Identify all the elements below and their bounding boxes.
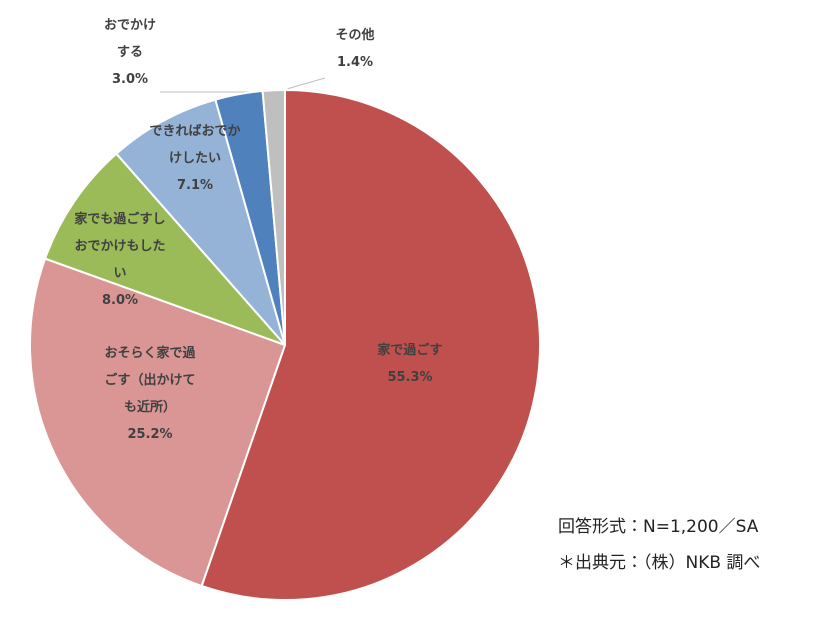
category-label: 家で過ごす — [377, 343, 443, 358]
value-label: 8.0% — [101, 293, 139, 308]
category-label: 家でも過ごすしおでかけもしたい — [74, 212, 166, 281]
value-label: 7.1% — [176, 178, 214, 193]
category-label: その他 — [335, 28, 375, 43]
slice-label: 家でも過ごすしおでかけもしたい 8.0% — [72, 206, 168, 314]
slice-label: その他 1.4% — [325, 22, 385, 76]
slice-label: おでかけする 3.0% — [102, 12, 158, 93]
pie-slice — [114, 98, 286, 346]
slice-label: 家で過ごす 55.3% — [365, 337, 455, 391]
value-label: 1.4% — [336, 55, 374, 70]
note: 回答形式：N=1,200／SA — [558, 517, 759, 537]
value-label: 55.3% — [387, 370, 433, 385]
pie-slice — [43, 152, 286, 346]
category-label: できればおでかけしたい — [149, 124, 241, 166]
value-label: 25.2% — [127, 427, 173, 442]
value-label: 3.0% — [111, 72, 149, 87]
note: ＊出典元：（株）NKB 調べ — [558, 553, 761, 573]
pie-slice — [261, 88, 286, 346]
category-label: おでかけする — [103, 18, 156, 60]
slice-label: できればおでかけしたい 7.1% — [145, 118, 245, 199]
slice-label: おそらく家で過ごす（出かけても近所） 25.2% — [102, 340, 198, 448]
pie-slice — [29, 257, 287, 588]
pie-slice — [200, 88, 541, 601]
category-label: おそらく家で過ごす（出かけても近所） — [104, 346, 196, 415]
